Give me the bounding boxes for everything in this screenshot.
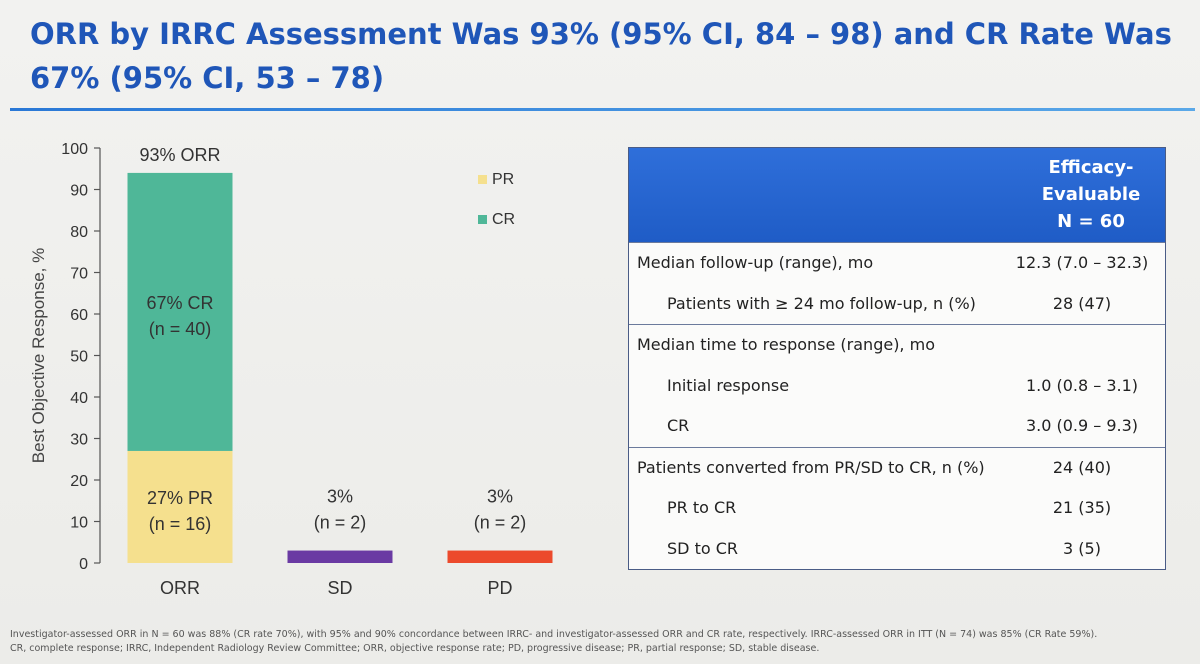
slide-title: ORR by IRRC Assessment Was 93% (95% CI, …: [30, 17, 1172, 95]
table-row: PR to CR 21 (35): [629, 488, 1165, 529]
y-tick-label: 20: [70, 473, 88, 490]
y-tick-label: 100: [61, 141, 88, 158]
table-row-label: SD to CR: [667, 538, 738, 558]
header-line-1: Efficacy-: [1048, 157, 1134, 178]
y-tick-label: 90: [70, 183, 88, 200]
bar-sd: [287, 550, 393, 563]
y-tick-label: 10: [70, 515, 88, 532]
top-label: 3%: [487, 487, 513, 507]
y-tick-label: 80: [70, 224, 88, 241]
segment-label: 67% CR: [146, 293, 213, 313]
top-label: 93% ORR: [139, 145, 220, 165]
segment-label-n: (n = 16): [149, 514, 212, 534]
table-row: Median time to response (range), mo: [629, 324, 1165, 366]
x-category-label: SD: [327, 578, 352, 598]
table-header: Efficacy- Evaluable N = 60: [629, 148, 1165, 242]
title-divider: [10, 108, 1195, 111]
table-row-value: 12.3 (7.0 – 32.3): [1015, 253, 1149, 272]
table-row-value: 24 (40): [1052, 457, 1112, 477]
top-label-n: (n = 2): [474, 513, 527, 533]
y-tick-label: 30: [70, 432, 88, 449]
table-row-label: CR: [667, 416, 690, 435]
response-bar-chart: 0 10 20 30 40 50 60 70 80 90 100 Best Objective Res…: [29, 141, 553, 598]
table-row-value: 3.0 (0.9 – 9.3): [1025, 416, 1139, 435]
table-row: Patients converted from PR/SD to CR, n (…: [629, 446, 1165, 489]
table-row-label: Patients converted from PR/SD to CR, n (…: [637, 457, 985, 477]
y-tick-label: 0: [79, 556, 88, 573]
footnote-line-2: CR, complete response; IRRC, Independent…: [10, 643, 820, 654]
efficacy-table: Efficacy- Evaluable N = 60 Median follow…: [628, 147, 1166, 570]
table-row: SD to CR 3 (5): [629, 529, 1165, 570]
table-row-label: Patients with ≥ 24 mo follow-up, n (%): [667, 293, 976, 313]
table-body: Median follow-up (range), mo 12.3 (7.0 – …: [629, 242, 1165, 569]
legend-swatch-pr: [478, 175, 487, 184]
legend-swatch-cr: [478, 215, 487, 224]
legend-label-cr: CR: [492, 211, 515, 228]
segment-label: 27% PR: [147, 488, 213, 508]
x-category-label: ORR: [160, 578, 200, 598]
top-label: 3%: [327, 487, 353, 507]
y-tick-label: 60: [70, 307, 88, 324]
table-row: Median follow-up (range), mo 12.3 (7.0 – …: [629, 242, 1165, 284]
bar-orr-pr: [127, 450, 233, 563]
legend-label-pr: PR: [492, 171, 514, 188]
table-row: Patients with ≥ 24 mo follow-up, n (%) 28…: [629, 284, 1165, 325]
table-row-label: Median follow-up (range), mo: [637, 253, 874, 272]
header-line-3: N = 60: [1057, 211, 1125, 232]
top-label-n: (n = 2): [314, 513, 367, 533]
table-row: Initial response 1.0 (0.8 – 3.1): [629, 366, 1165, 407]
table-row-label: PR to CR: [667, 498, 737, 517]
x-category-label: PD: [487, 578, 512, 598]
table-row-value: 3 (5): [1063, 538, 1101, 558]
table-row-value: 21 (35): [1052, 498, 1112, 517]
header-line-2: Evaluable: [1041, 184, 1141, 205]
table-header-label: Efficacy- Evaluable N = 60: [1031, 154, 1151, 235]
segment-label-n: (n = 40): [149, 319, 212, 339]
bar-pd: [447, 550, 553, 563]
table-row-label: Initial response: [667, 375, 790, 395]
bar-orr-cr: [127, 172, 233, 451]
table-row-value: 1.0 (0.8 – 3.1): [1025, 375, 1139, 395]
y-tick-label: 40: [70, 390, 88, 407]
y-tick-label: 70: [70, 266, 88, 283]
table-row: CR 3.0 (0.9 – 9.3): [629, 406, 1165, 447]
y-axis-title: Best Objective Response, %: [29, 248, 48, 463]
table-row-label: Median time to response (range), mo: [637, 335, 935, 354]
table-row-value: 28 (47): [1052, 293, 1112, 313]
footnote: Investigator-assessed ORR in N = 60 was …: [10, 628, 1190, 656]
y-tick-label: 50: [70, 349, 88, 366]
footnote-line-1: Investigator-assessed ORR in N = 60 was …: [10, 629, 1098, 640]
